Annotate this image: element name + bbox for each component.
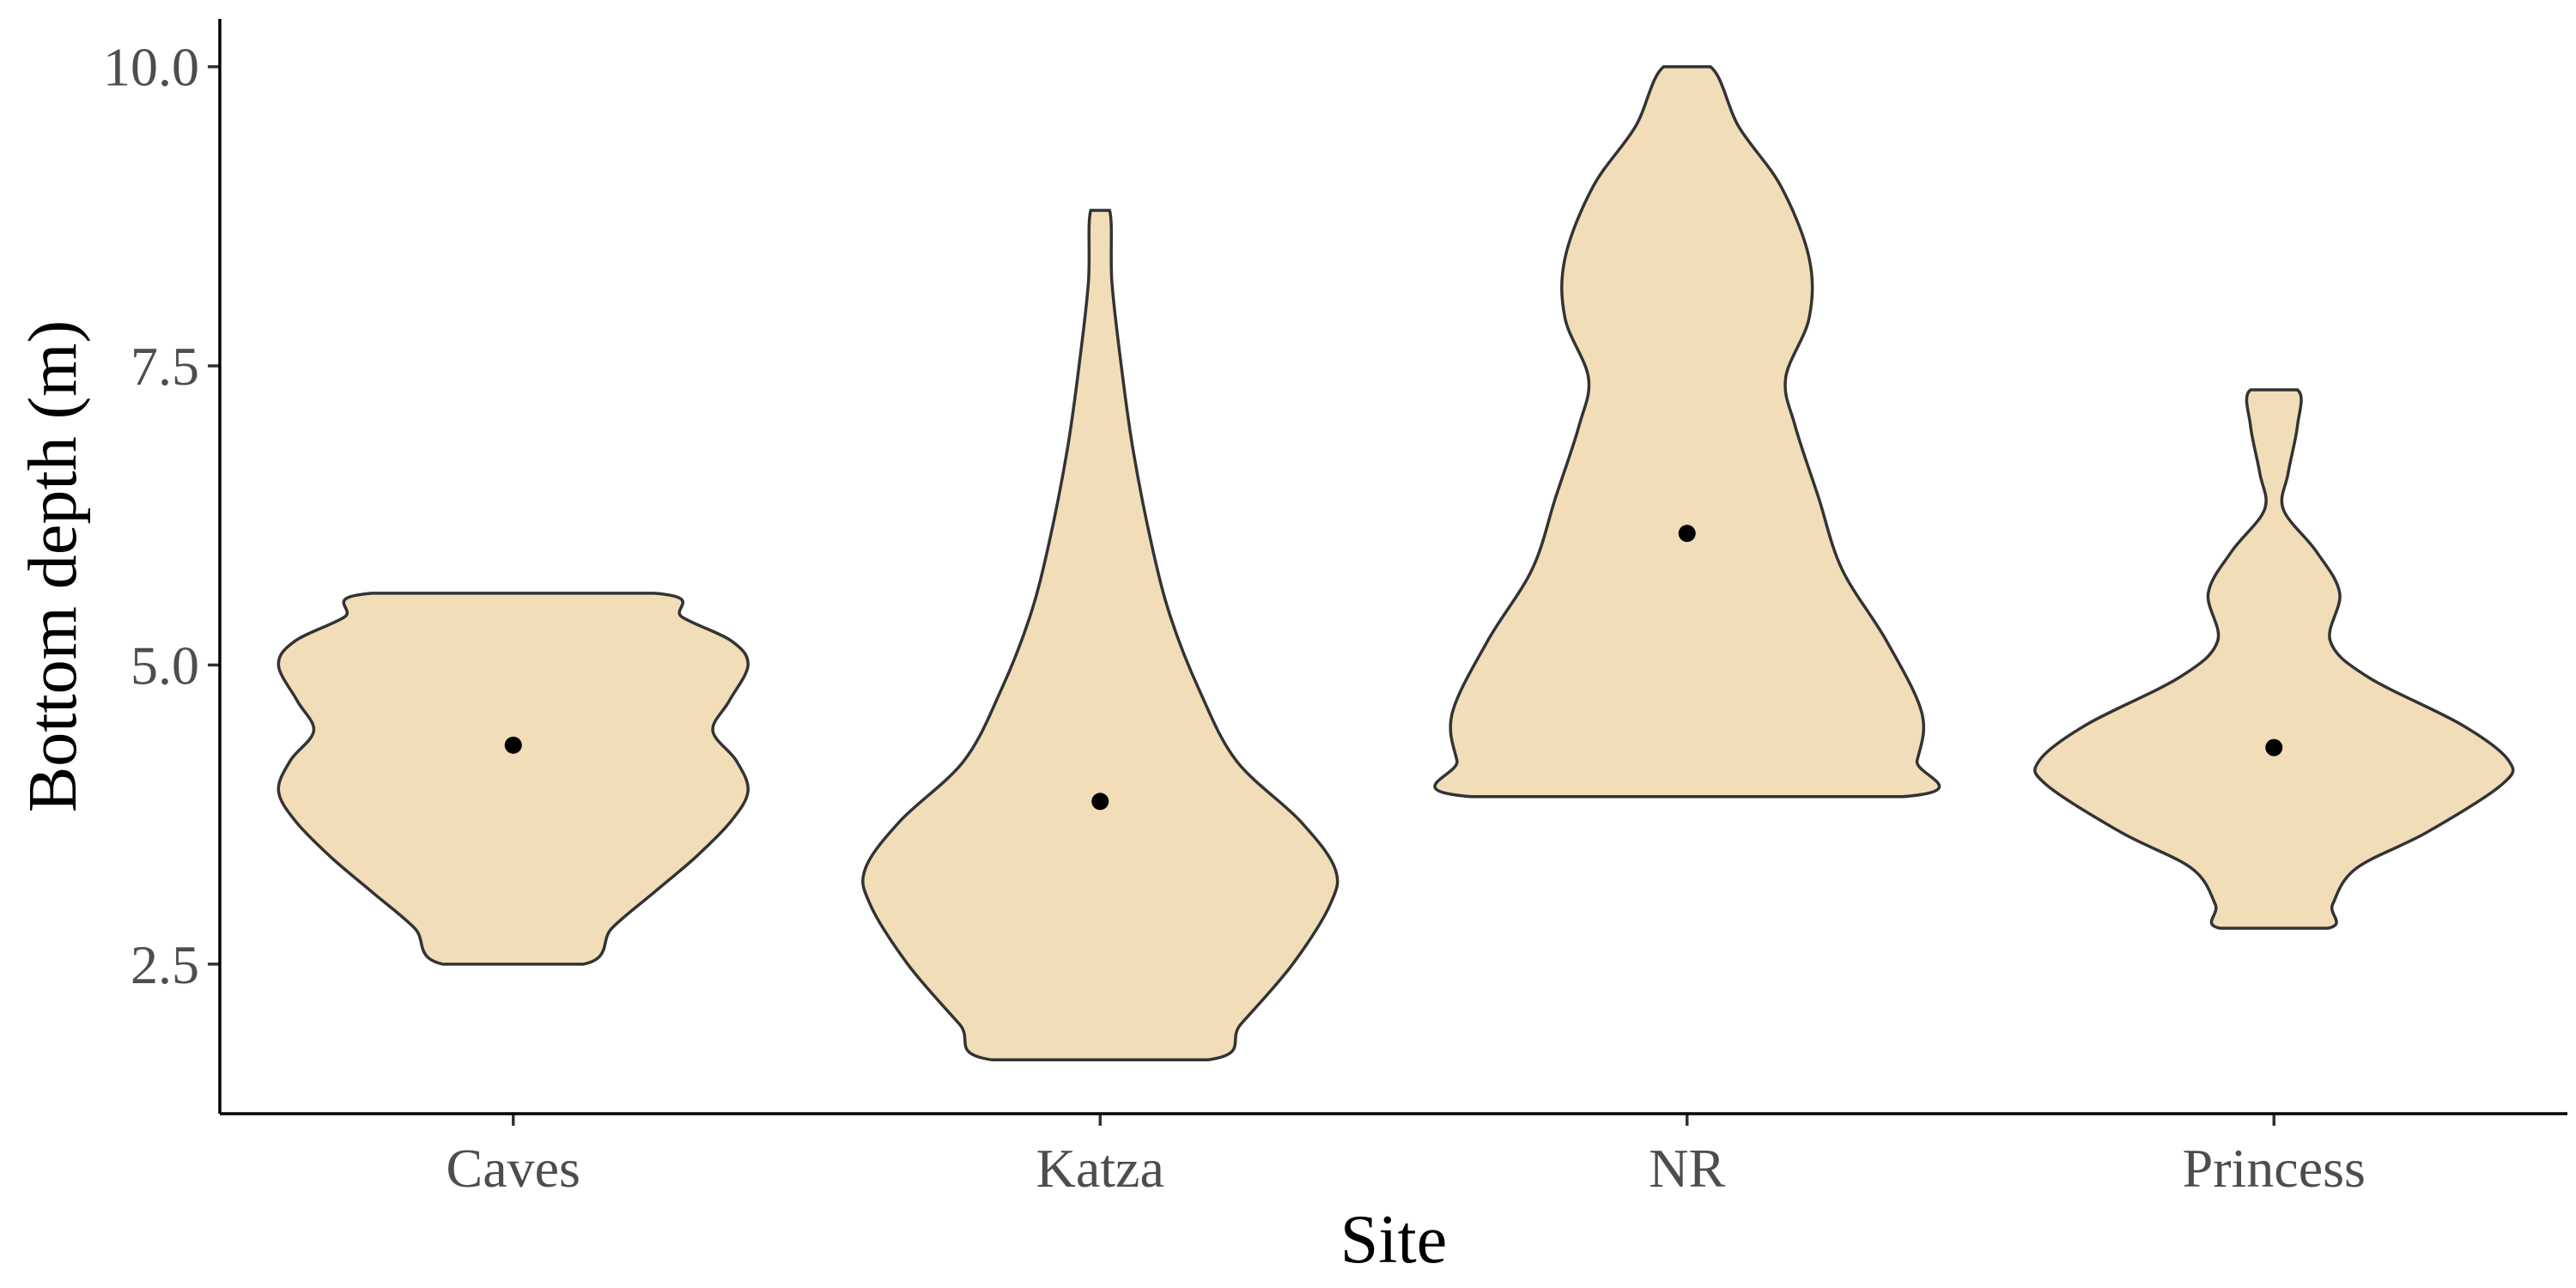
- x-tick-label-caves: Caves: [447, 1138, 580, 1199]
- violin-nr: [1433, 64, 1941, 799]
- y-axis-ticks: 2.5 5.0 7.5 10.0: [103, 37, 220, 995]
- y-tick-label: 7.5: [131, 336, 199, 397]
- y-tick-label: 2.5: [131, 934, 199, 995]
- violin-princess: [2033, 388, 2515, 930]
- y-tick-label: 10.0: [103, 37, 199, 98]
- mean-point-katza: [1091, 793, 1109, 811]
- x-tick-label-princess: Princess: [2183, 1138, 2366, 1199]
- x-tick-label-katza: Katza: [1036, 1138, 1164, 1199]
- y-tick-label: 5.0: [131, 635, 199, 696]
- violin-katza: [861, 209, 1340, 1062]
- plot-area: [276, 64, 2515, 1062]
- violin-caves: [276, 592, 750, 966]
- mean-point-princess: [2265, 738, 2283, 756]
- mean-point-caves: [504, 736, 522, 754]
- mean-point-nr: [1678, 525, 1696, 543]
- y-axis-title: Bottom depth (m): [15, 320, 91, 812]
- x-axis-title: Site: [1340, 1202, 1447, 1278]
- x-axis-ticks: Caves Katza NR Princess: [447, 1114, 2366, 1199]
- x-tick-label-nr: NR: [1649, 1138, 1725, 1199]
